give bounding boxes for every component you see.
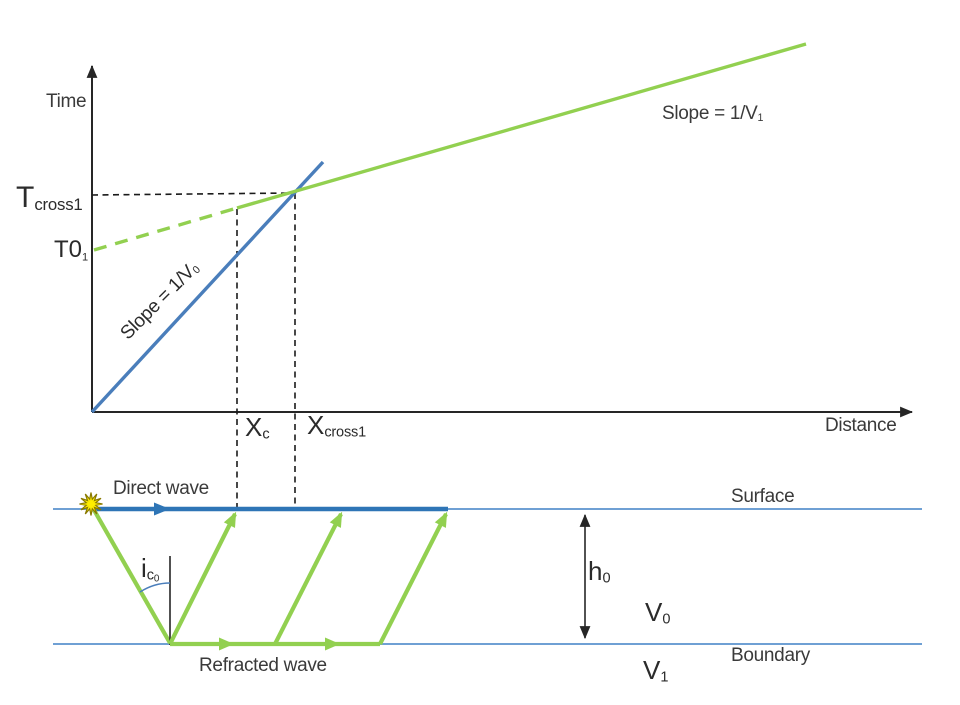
direct-traveltime-line: [90, 160, 325, 414]
critical-angle-label: ic0: [141, 553, 160, 585]
surface-label: Surface: [731, 486, 795, 507]
direct-wave-label: Direct wave: [113, 478, 209, 499]
refracted-ray-3: [378, 511, 448, 645]
boundary-arrowhead-1: [219, 637, 234, 651]
v1-label: V1: [643, 655, 669, 686]
time-axis-label: Time: [46, 91, 87, 112]
distance-axis-label: Distance: [825, 415, 897, 436]
refracted-ray-2: [273, 511, 343, 645]
t0-label: T01: [54, 236, 89, 264]
downgoing-ray: [92, 508, 172, 645]
boundary-label: Boundary: [731, 645, 810, 666]
refracted-traveltime-projection: [93, 206, 238, 252]
xc-label: Xc: [245, 412, 270, 443]
v0-label: V0: [645, 597, 671, 628]
refracted-traveltime-line: [236, 42, 807, 210]
refracted-wave-label: Refracted wave: [199, 655, 327, 676]
xcross1-label: Xcross1: [307, 410, 366, 441]
h0-label: h0: [588, 556, 611, 587]
critical-angle-arc: [139, 582, 171, 593]
refracted-ray-1: [168, 511, 237, 645]
slope-refracted-label: Slope = 1/V1: [662, 103, 764, 124]
source-star-icon: [79, 492, 103, 516]
boundary-arrowhead-2: [325, 637, 340, 651]
tcross1-label: Tcross1: [16, 181, 83, 215]
direct-wave-arrowhead: [154, 502, 170, 516]
tcross-dashed-line: [91, 192, 295, 196]
